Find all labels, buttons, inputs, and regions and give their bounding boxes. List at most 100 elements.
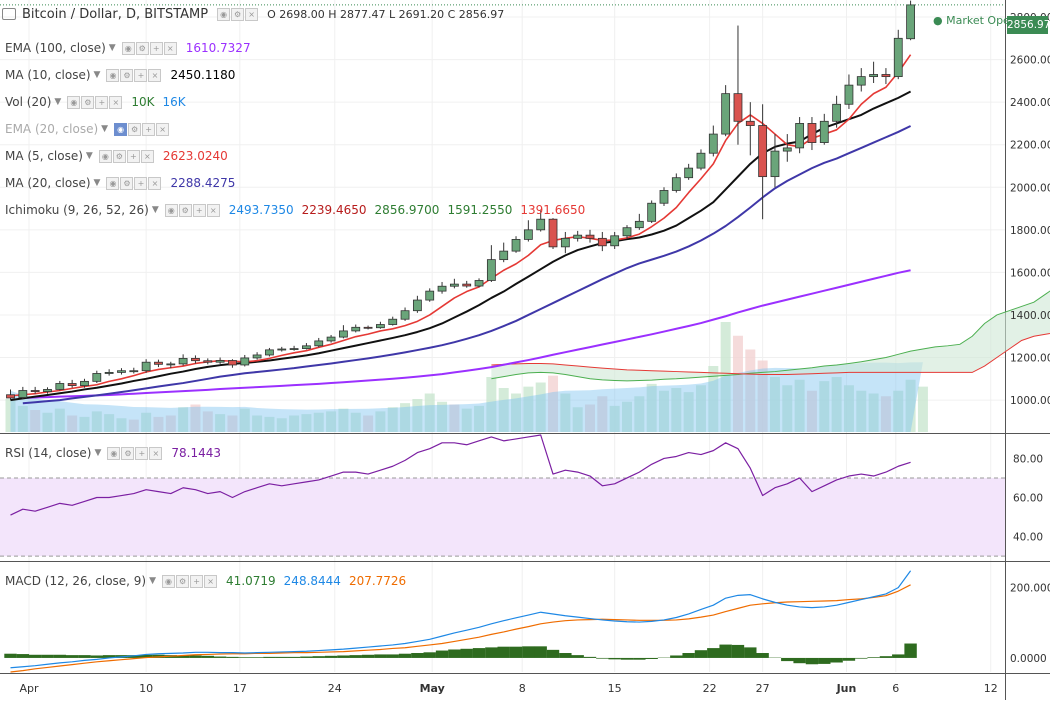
plus-icon[interactable]: + — [135, 447, 148, 460]
chevron-down-icon[interactable]: ▼ — [101, 124, 108, 134]
gear-icon[interactable]: ⚙ — [113, 150, 126, 163]
close-icon[interactable]: × — [156, 123, 169, 136]
chevron-down-icon[interactable]: ▼ — [94, 70, 101, 80]
symbol-header: Bitcoin / Dollar, D, BITSTAMP ◉ ⚙ × O 26… — [2, 5, 504, 23]
symbol-title[interactable]: Bitcoin / Dollar, D, BITSTAMP — [19, 7, 211, 22]
candle-body — [216, 360, 224, 362]
legend-label-ichimoku[interactable]: Ichimoku (9, 26, 52, 26) — [2, 203, 152, 217]
close-icon[interactable]: × — [148, 177, 161, 190]
candle-body — [820, 121, 828, 142]
candle-body — [93, 373, 101, 381]
gear-icon[interactable]: ⚙ — [128, 123, 141, 136]
gear-icon[interactable]: ⚙ — [120, 177, 133, 190]
macd-hist-bar — [547, 650, 559, 658]
candle-body — [438, 286, 446, 291]
close-icon[interactable]: × — [164, 42, 177, 55]
plus-icon[interactable]: + — [142, 123, 155, 136]
eye-icon[interactable]: ◉ — [165, 204, 178, 217]
last-price-value: 2856.97 — [1007, 19, 1050, 31]
chevron-down-icon[interactable]: ▼ — [94, 448, 101, 458]
eye-icon[interactable]: ◉ — [217, 8, 230, 21]
chevron-down-icon[interactable]: ▼ — [152, 205, 159, 215]
eye-icon[interactable]: ◉ — [107, 447, 120, 460]
macd-hist-bar — [436, 651, 448, 658]
candle-body — [105, 372, 113, 373]
plus-icon[interactable]: + — [150, 42, 163, 55]
legend-label-ma20[interactable]: MA (20, close) — [2, 176, 94, 190]
candle-body — [882, 74, 890, 76]
gear-icon[interactable]: ⚙ — [81, 96, 94, 109]
legend-value-ichimoku-3: 1591.2550 — [447, 203, 512, 217]
gear-icon[interactable]: ⚙ — [121, 447, 134, 460]
eye-icon[interactable]: ◉ — [114, 123, 127, 136]
gear-icon[interactable]: ⚙ — [231, 8, 244, 21]
macd-hist-bar — [202, 656, 214, 658]
close-icon[interactable]: × — [141, 150, 154, 163]
chevron-down-icon[interactable]: ▼ — [94, 178, 101, 188]
close-icon[interactable]: × — [148, 69, 161, 82]
chart-menu-icon[interactable] — [2, 8, 16, 20]
gear-icon[interactable]: ⚙ — [179, 204, 192, 217]
close-icon[interactable]: × — [245, 8, 258, 21]
chevron-down-icon[interactable]: ▼ — [109, 43, 116, 53]
legend-row-ma20: MA (20, close)▼◉⚙+×2288.4275 — [2, 174, 243, 192]
candle-body — [635, 221, 643, 227]
legend-label-vol20[interactable]: Vol (20) — [2, 95, 54, 109]
eye-icon[interactable]: ◉ — [162, 575, 175, 588]
macd-hist-bar — [350, 655, 362, 658]
eye-icon[interactable]: ◉ — [106, 177, 119, 190]
macd-hist-bar — [300, 657, 312, 658]
candle-body — [364, 327, 372, 328]
macd-hist-bar — [793, 658, 805, 663]
x-tick-label: 17 — [233, 682, 247, 695]
close-icon[interactable]: × — [207, 204, 220, 217]
legend-row-ma10: MA (10, close)▼◉⚙+×2450.1180 — [2, 66, 243, 84]
price-tick-label: 1400.00 — [1010, 310, 1050, 322]
gear-icon[interactable]: ⚙ — [136, 42, 149, 55]
candle-body — [315, 341, 323, 346]
macd-hist-bar — [695, 650, 707, 658]
candle-body — [68, 383, 76, 385]
x-tick-label: 10 — [139, 682, 153, 695]
macd-hist-bar — [621, 658, 633, 660]
plus-icon[interactable]: + — [127, 150, 140, 163]
macd-hist-bar — [534, 646, 546, 658]
legend-row-ma5: MA (5, close)▼◉⚙+×2623.0240 — [2, 147, 236, 165]
eye-icon[interactable]: ◉ — [122, 42, 135, 55]
candle-body — [549, 219, 557, 247]
price-tick-label: 1800.00 — [1010, 225, 1050, 237]
legend-label-ma5[interactable]: MA (5, close) — [2, 149, 86, 163]
macd-hist-bar — [91, 655, 103, 657]
macd-hist-bar — [818, 658, 830, 664]
macd-label[interactable]: MACD (12, 26, close, 9) — [2, 574, 149, 588]
plus-icon[interactable]: + — [193, 204, 206, 217]
candle-body — [746, 121, 754, 125]
candle-body — [154, 362, 162, 364]
candle-body — [130, 371, 138, 372]
close-icon[interactable]: × — [149, 447, 162, 460]
plus-icon[interactable]: + — [190, 575, 203, 588]
chevron-down-icon[interactable]: ▼ — [54, 97, 61, 107]
gear-icon[interactable]: ⚙ — [120, 69, 133, 82]
legend-label-ma10[interactable]: MA (10, close) — [2, 68, 94, 82]
eye-icon[interactable]: ◉ — [99, 150, 112, 163]
eye-icon[interactable]: ◉ — [106, 69, 119, 82]
close-icon[interactable]: × — [204, 575, 217, 588]
close-icon[interactable]: × — [109, 96, 122, 109]
chevron-down-icon[interactable]: ▼ — [86, 151, 93, 161]
plus-icon[interactable]: + — [95, 96, 108, 109]
candle-body — [796, 123, 804, 147]
legend-buttons: ◉⚙+× — [67, 96, 123, 109]
macd-hist-bar — [781, 658, 793, 661]
legend-label-ema100[interactable]: EMA (100, close) — [2, 41, 109, 55]
chevron-down-icon[interactable]: ▼ — [149, 576, 156, 586]
gear-icon[interactable]: ⚙ — [176, 575, 189, 588]
eye-icon[interactable]: ◉ — [67, 96, 80, 109]
plus-icon[interactable]: + — [134, 69, 147, 82]
plus-icon[interactable]: + — [134, 177, 147, 190]
candle-body — [574, 235, 582, 238]
rsi-label[interactable]: RSI (14, close) — [2, 446, 94, 460]
candle-body — [413, 300, 421, 311]
legend-label-ema20[interactable]: EMA (20, close) — [2, 122, 101, 136]
candle-body — [19, 391, 27, 398]
